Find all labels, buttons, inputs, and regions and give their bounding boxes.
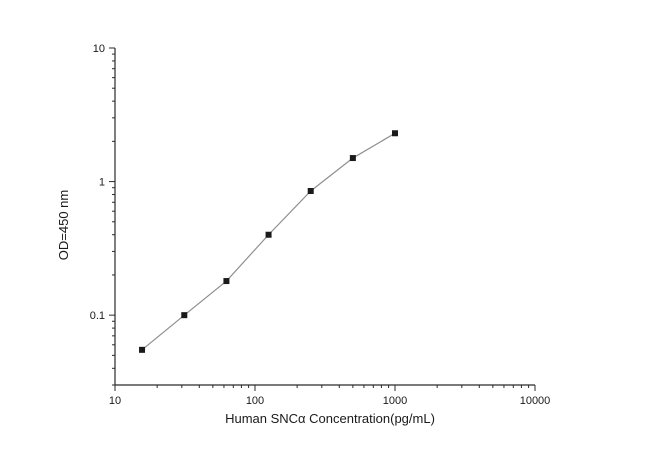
y-tick-label: 1 [99, 177, 105, 189]
x-tick-label: 100 [246, 395, 264, 407]
data-point-marker [223, 278, 230, 285]
y-axis-label: OD=450 nm [56, 190, 71, 260]
x-tick-label: 10000 [520, 395, 551, 407]
y-tick-label: 0.1 [90, 310, 105, 322]
data-point-marker [265, 231, 272, 238]
x-tick-label: 10 [109, 395, 121, 407]
x-axis-label: Human SNCα Concentration(pg/mL) [225, 411, 435, 426]
data-point-marker [139, 346, 146, 353]
x-tick-label: 1000 [383, 395, 407, 407]
data-point-marker [392, 130, 398, 137]
y-tick-label: 10 [93, 43, 105, 55]
data-point-marker [307, 188, 314, 195]
series-line [141, 132, 396, 351]
data-point-marker [181, 312, 188, 319]
data-point-marker [349, 155, 356, 162]
